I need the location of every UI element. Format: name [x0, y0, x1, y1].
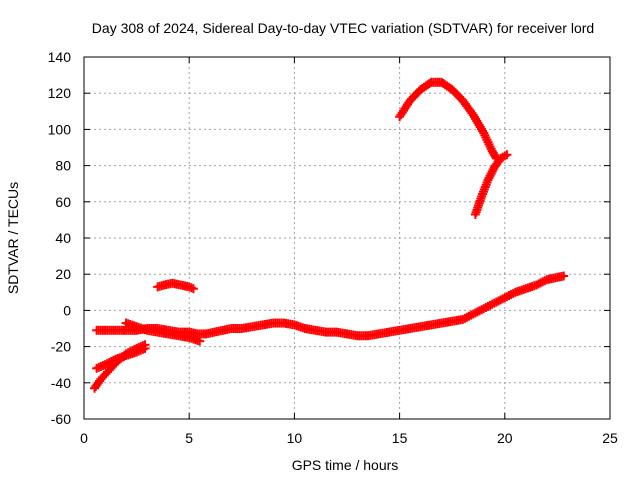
- y-tick-label: 0: [63, 302, 71, 318]
- data-segment: [153, 278, 198, 294]
- x-tick-label: 10: [287, 430, 303, 446]
- data-point: [502, 150, 512, 160]
- x-tick-label: 25: [602, 430, 618, 446]
- x-tick-label: 15: [392, 430, 408, 446]
- data-segment: [92, 271, 569, 341]
- y-tick-label: 140: [48, 49, 72, 65]
- y-tick-label: -60: [51, 411, 71, 427]
- y-tick-label: -40: [51, 375, 71, 391]
- y-tick-label: 120: [48, 85, 72, 101]
- ticks-layer: 0 5 10 15 20 25 -60 -40 -20 0 20 40 60 80 100 120 140: [48, 49, 618, 446]
- y-axis-label: SDTVAR / TECUs: [5, 182, 21, 294]
- data-point: [559, 271, 569, 281]
- y-tick-label: -20: [51, 339, 71, 355]
- data-series: [90, 77, 569, 393]
- y-tick-label: 80: [55, 158, 71, 174]
- series-layer: [90, 77, 569, 393]
- x-tick-label: 5: [185, 430, 193, 446]
- y-tick-label: 40: [55, 230, 71, 246]
- data-segment: [470, 150, 512, 219]
- data-point: [188, 284, 198, 294]
- data-point: [140, 343, 150, 353]
- data-point: [195, 336, 205, 346]
- y-tick-label: 20: [55, 266, 71, 282]
- x-axis-label: GPS time / hours: [292, 457, 399, 473]
- chart-title: Day 308 of 2024, Sidereal Day-to-day VTE…: [92, 20, 594, 36]
- y-tick-label: 100: [48, 121, 72, 137]
- x-tick-label: 20: [497, 430, 513, 446]
- y-tick-label: 60: [55, 194, 71, 210]
- data-segment: [395, 77, 501, 163]
- x-tick-label: 0: [80, 430, 88, 446]
- data-segment: [92, 343, 150, 373]
- data-segment: [121, 318, 205, 346]
